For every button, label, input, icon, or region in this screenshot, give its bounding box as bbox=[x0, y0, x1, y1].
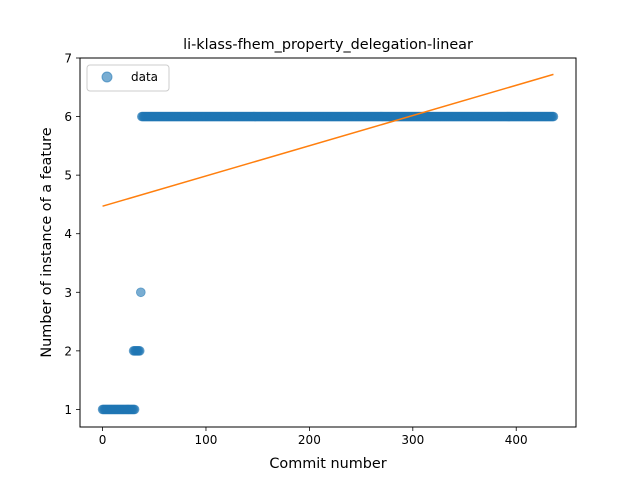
y-tick-label: 2 bbox=[64, 344, 72, 358]
y-tick-label: 4 bbox=[64, 227, 72, 241]
legend-marker-data bbox=[101, 71, 113, 83]
y-tick-label: 7 bbox=[64, 52, 72, 66]
x-tick-label: 300 bbox=[401, 433, 424, 447]
data-point bbox=[548, 111, 559, 122]
plot-frame bbox=[79, 57, 577, 428]
axis-ticks: 0 100 200 300 400 1 2 3 4 5 6 7 bbox=[64, 52, 527, 448]
y-tick-label: 1 bbox=[64, 403, 72, 417]
x-axis-label: Commit number bbox=[269, 456, 386, 472]
legend-box bbox=[86, 64, 170, 92]
legend-label-data: data bbox=[131, 70, 158, 84]
fit-line bbox=[102, 73, 554, 207]
y-tick-label: 6 bbox=[64, 110, 72, 124]
y-tick-label: 5 bbox=[64, 169, 72, 183]
data-point bbox=[136, 287, 146, 298]
data-point bbox=[134, 346, 145, 356]
x-tick-label: 400 bbox=[505, 433, 528, 447]
chart-title: li-klass-fhem_property_delegation-linear bbox=[183, 37, 473, 53]
y-axis-label: Number of instance of a feature bbox=[39, 127, 55, 357]
plot-area bbox=[97, 73, 559, 415]
y-tick-label: 3 bbox=[64, 286, 72, 300]
x-tick-label: 0 bbox=[99, 433, 107, 447]
x-tick-label: 100 bbox=[195, 433, 218, 447]
data-point bbox=[129, 404, 140, 415]
legend: data bbox=[86, 64, 170, 92]
x-tick-label: 200 bbox=[298, 433, 321, 447]
